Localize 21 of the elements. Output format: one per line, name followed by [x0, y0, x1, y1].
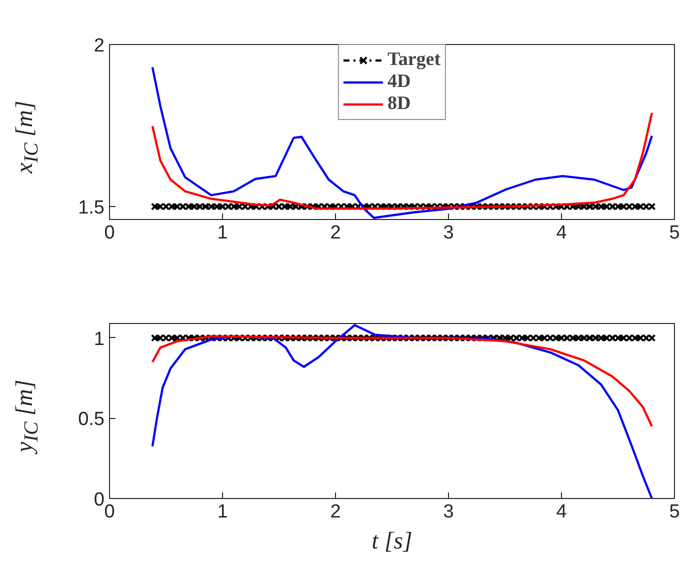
x-tick-label: 1: [217, 502, 228, 522]
legend-label: Target: [387, 49, 441, 71]
x-tick-label: 5: [669, 222, 680, 244]
x-axis-title: t [s]: [372, 528, 412, 554]
x-tick-label: 1: [217, 222, 228, 244]
y-tick-label: 2: [94, 36, 105, 56]
line-series: [151, 335, 653, 428]
x-tick-label: 2: [330, 222, 341, 244]
x-tick-label: 3: [443, 222, 454, 244]
y-tick-label: 1: [94, 328, 105, 350]
x-tick-label: 3: [443, 502, 454, 522]
x-tick-label: 5: [669, 502, 680, 522]
legend-label: 8D: [387, 93, 411, 115]
legend-label: 4D: [387, 71, 411, 93]
y-tick-label: 1.5: [78, 198, 105, 219]
line-series: [151, 324, 653, 498]
x-tick-label: 4: [556, 502, 568, 522]
y-tick-label: 0.5: [78, 409, 105, 430]
x-tick-label: 2: [330, 502, 341, 522]
x-tick-label: 4: [556, 222, 568, 244]
line-series: [151, 112, 653, 210]
